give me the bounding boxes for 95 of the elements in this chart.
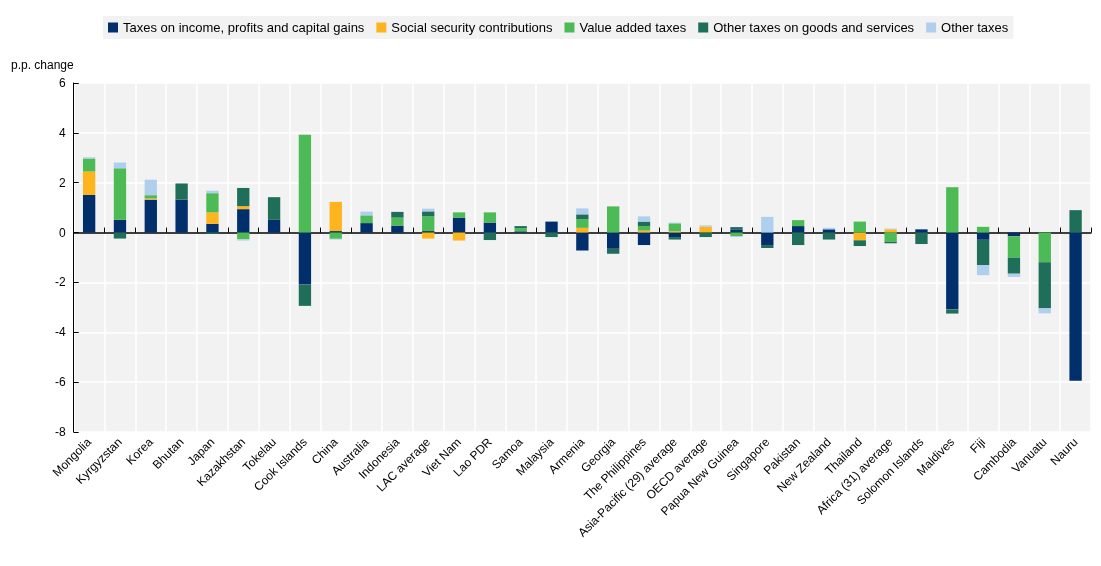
bar (329, 201, 342, 232)
bar (761, 245, 774, 249)
bar (576, 232, 589, 251)
bar (391, 225, 404, 233)
bar (637, 216, 651, 222)
bar (946, 232, 959, 310)
bar (483, 222, 497, 233)
bar (915, 232, 928, 245)
bar (452, 217, 466, 233)
bar (699, 226, 712, 233)
bar (853, 221, 866, 233)
bar (113, 232, 127, 239)
bar (452, 232, 466, 241)
bar (329, 232, 342, 239)
bar (576, 214, 589, 220)
bar (206, 212, 219, 224)
bar (668, 223, 681, 232)
bar (1038, 262, 1051, 309)
bar (1007, 273, 1021, 277)
bar (206, 193, 219, 213)
bar (976, 239, 990, 265)
bar (360, 215, 373, 224)
y-tick-label: -2 (55, 275, 67, 290)
bar (144, 179, 157, 196)
bar (607, 232, 620, 249)
bar (761, 216, 774, 233)
bar (976, 226, 990, 233)
legend-label: Other taxes on goods and services (713, 20, 915, 35)
bar (545, 232, 558, 238)
bar (946, 187, 959, 233)
bar (175, 183, 188, 200)
y-tick-label: 4 (59, 125, 67, 140)
bar (82, 158, 96, 172)
bar (237, 187, 250, 207)
bar (791, 220, 805, 227)
bar (1007, 257, 1021, 274)
bar (483, 212, 497, 223)
bar (853, 240, 866, 247)
bar (976, 264, 990, 276)
bar (822, 232, 836, 240)
bar (82, 194, 96, 233)
bar (298, 134, 312, 233)
bar (298, 284, 312, 306)
bar (391, 211, 404, 218)
bar (144, 199, 157, 233)
bar (206, 223, 219, 233)
bar (545, 221, 558, 233)
bar (884, 232, 897, 242)
y-axis-title: p.p. change (11, 58, 75, 72)
bar (761, 232, 774, 246)
bar (668, 237, 681, 240)
bar (1069, 210, 1082, 233)
bar (483, 232, 497, 241)
legend-label: Other taxes (941, 20, 1009, 35)
bar (422, 211, 435, 217)
bar (237, 206, 250, 210)
bar (637, 232, 651, 246)
bar (576, 219, 589, 228)
bar (1038, 308, 1051, 314)
bar (113, 219, 127, 233)
bar (267, 219, 281, 233)
bar (237, 209, 250, 233)
bar (113, 168, 127, 220)
bar (946, 309, 959, 314)
bar (298, 232, 312, 285)
bar (576, 227, 589, 233)
legend-label: Value added taxes (579, 20, 687, 35)
bar (976, 232, 990, 240)
bar (267, 197, 281, 220)
bar (1007, 236, 1021, 258)
y-tick-label: 2 (59, 175, 67, 190)
legend-label: Taxes on income, profits and capital gains (123, 20, 365, 35)
y-tick-label: -6 (55, 375, 67, 390)
bar (422, 232, 435, 239)
y-tick-label: -4 (55, 325, 67, 340)
y-tick-label: 6 (59, 76, 67, 90)
bar (82, 171, 96, 195)
bar (360, 223, 373, 233)
y-tick-label: -8 (55, 425, 67, 439)
bar (175, 199, 188, 233)
y-tick-label: 0 (59, 225, 67, 240)
bar (1038, 232, 1051, 263)
bar (607, 248, 620, 254)
bar (791, 226, 805, 233)
bar (791, 232, 805, 246)
bar (730, 232, 743, 237)
bar (1069, 232, 1082, 381)
bar (637, 226, 651, 231)
bar (607, 206, 620, 233)
bar (422, 216, 435, 232)
bar (915, 229, 928, 233)
bar (391, 217, 404, 226)
legend-label: Social security contributions (391, 20, 553, 35)
bar (576, 208, 589, 215)
bar (452, 212, 466, 218)
